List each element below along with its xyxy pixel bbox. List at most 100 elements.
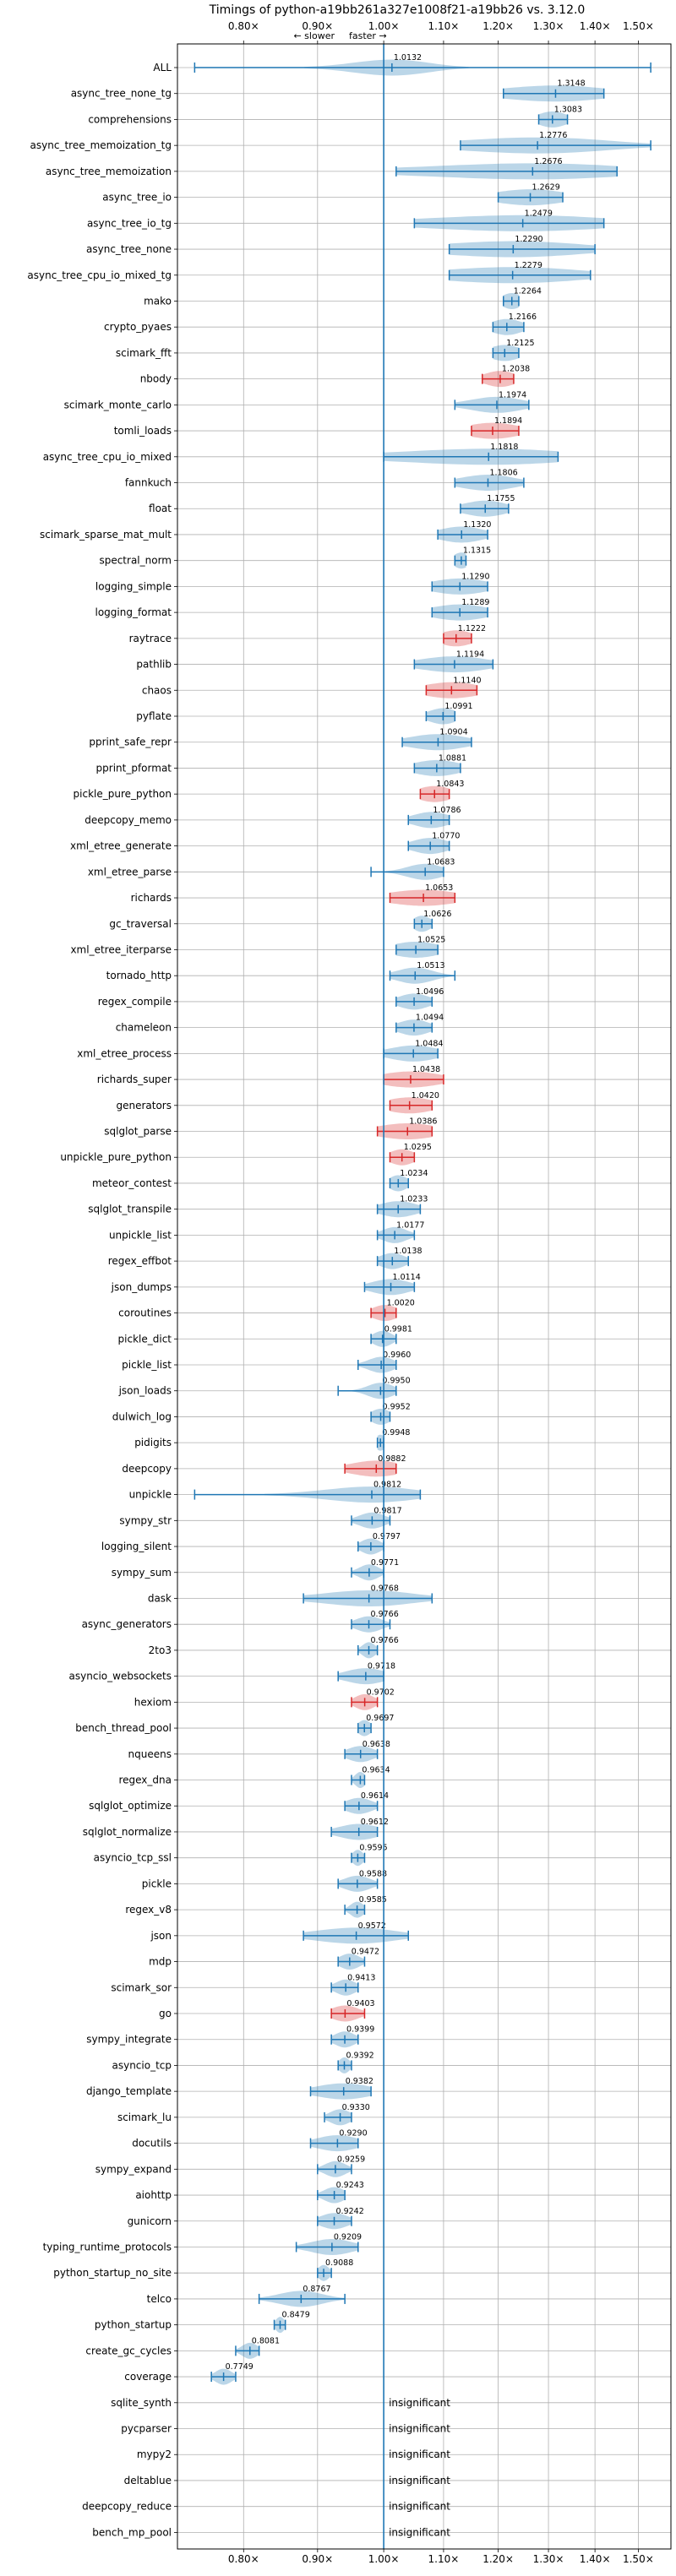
value-label: 1.0525 xyxy=(417,935,445,944)
benchmark-label: asyncio_tcp_ssl xyxy=(94,1852,172,1864)
value-label: 0.9766 xyxy=(371,1610,399,1619)
value-label: 1.1755 xyxy=(487,494,515,503)
value-label: 0.9702 xyxy=(367,1687,395,1697)
benchmark-label: xml_etree_generate xyxy=(70,840,172,852)
x-tick-label-bottom: 1.00× xyxy=(368,2553,400,2565)
benchmark-label: regex_dna xyxy=(118,1774,172,1786)
benchmark-label: asyncio_websockets xyxy=(69,1671,172,1682)
benchmark-label: create_gc_cycles xyxy=(85,2345,172,2356)
benchmark-label: xml_etree_iterparse xyxy=(70,943,172,955)
value-label: 1.1315 xyxy=(463,546,491,556)
benchmark-label: scimark_lu xyxy=(117,2111,172,2123)
x-tick-label-bottom: 1.20× xyxy=(482,2553,514,2565)
benchmark-label: pathlib xyxy=(136,659,172,671)
value-label: 1.1194 xyxy=(456,650,484,660)
benchmark-label: gunicorn xyxy=(128,2215,172,2227)
benchmark-label: logging_silent xyxy=(101,1541,172,1552)
value-label: 1.0234 xyxy=(400,1169,428,1178)
benchmark-label: sqlglot_parse xyxy=(104,1126,172,1138)
benchmark-label: docutils xyxy=(132,2138,172,2149)
value-label: 1.0496 xyxy=(416,987,444,997)
benchmark-label: tomli_loads xyxy=(114,425,172,437)
value-label: 0.9638 xyxy=(363,1740,390,1749)
value-label: 0.9472 xyxy=(352,1948,379,1957)
value-label: 0.9950 xyxy=(382,1377,410,1386)
value-label: 1.3148 xyxy=(557,79,585,89)
benchmark-label: richards_super xyxy=(97,1073,172,1085)
value-label: 1.2166 xyxy=(509,312,537,322)
benchmark-label: sqlglot_normalize xyxy=(83,1826,172,1838)
benchmark-label: 2to3 xyxy=(149,1644,172,1656)
benchmark-label: logging_format xyxy=(95,606,172,618)
benchmark-label: logging_simple xyxy=(95,580,172,592)
benchmark-label: json_loads xyxy=(118,1385,172,1397)
benchmark-label: telco xyxy=(147,2293,172,2305)
value-label: 1.1222 xyxy=(458,624,486,633)
x-tick-label-top: 0.80× xyxy=(228,20,259,32)
benchmark-label: json xyxy=(150,1930,172,1942)
value-label: 1.0683 xyxy=(427,857,455,867)
benchmark-label: chaos xyxy=(142,684,172,696)
value-label: 1.1894 xyxy=(494,416,522,426)
benchmark-label: deepcopy_memo xyxy=(84,814,172,826)
value-label: 0.9088 xyxy=(325,2258,353,2268)
x-tick-label-top: 0.90× xyxy=(302,20,333,32)
x-tick-label-top: 1.00× xyxy=(368,20,400,32)
value-label: 0.9413 xyxy=(347,1973,375,1982)
value-label: 0.9634 xyxy=(362,1766,390,1775)
benchmark-label: async_tree_cpu_io_mixed_tg xyxy=(27,269,172,281)
benchmark-label: ALL xyxy=(153,62,172,73)
value-label: 0.9771 xyxy=(371,1558,399,1568)
benchmark-label: mako xyxy=(144,295,172,307)
benchmark-label: chameleon xyxy=(116,1022,172,1034)
grid-layer: 0.80× 0.80× 0.90× 0.90× 1.00× 1.00× 1.10× 1.10×… xyxy=(174,20,671,2565)
value-label: 0.9382 xyxy=(346,2077,373,2086)
benchmark-label: async_tree_cpu_io_mixed xyxy=(43,451,172,463)
value-label: 0.9812 xyxy=(373,1481,401,1490)
benchmark-label: coroutines xyxy=(118,1307,172,1319)
x-tick-label-top: 1.40× xyxy=(580,20,611,32)
value-label: 0.9209 xyxy=(334,2232,362,2242)
benchmark-label: pidigits xyxy=(134,1437,172,1448)
benchmark-label: generators xyxy=(116,1100,172,1111)
benchmark-label: python_startup_no_site xyxy=(53,2267,172,2279)
benchmark-label: pickle_pure_python xyxy=(74,788,172,800)
value-label: 0.9242 xyxy=(336,2207,364,2216)
value-label: 1.1974 xyxy=(499,390,526,399)
value-label: 0.8081 xyxy=(252,2336,280,2345)
value-label: 0.7749 xyxy=(226,2362,254,2372)
benchmark-label: dask xyxy=(148,1592,172,1604)
benchmark-label: coverage xyxy=(124,2371,172,2383)
value-label: 1.0020 xyxy=(387,1299,415,1308)
value-label: 1.2479 xyxy=(525,209,553,218)
chart-title: Timings of python-a19bb261a327e1008f21-a… xyxy=(209,3,586,17)
plot-frame xyxy=(177,43,672,2550)
x-tick-label-bottom: 1.10× xyxy=(428,2553,460,2565)
value-label: 1.0438 xyxy=(412,1065,440,1074)
benchmark-label: async_tree_none_tg xyxy=(71,88,172,100)
benchmark-label: deepcopy_reduce xyxy=(82,2501,172,2513)
value-label: 1.2125 xyxy=(506,339,534,348)
benchmark-label: meteor_contest xyxy=(92,1177,172,1189)
value-label: 0.9952 xyxy=(383,1402,411,1411)
benchmark-labels: ALL async_tree_none_tg comprehensions async… xyxy=(27,62,172,2538)
benchmark-label: async_generators xyxy=(82,1618,172,1630)
violins-layer: 1.0132 1.3148 1.3083 1.2776 1.2676 1.2629 1.24… xyxy=(194,44,651,2549)
benchmark-label: pickle_list xyxy=(122,1359,172,1371)
value-label: 1.2038 xyxy=(502,365,530,374)
value-label: 0.9259 xyxy=(337,2155,365,2164)
value-label: 0.9797 xyxy=(373,1532,401,1541)
benchmark-label: python_startup xyxy=(95,2319,172,2331)
benchmark-label: deepcopy xyxy=(122,1463,172,1475)
value-label: 1.2290 xyxy=(515,235,542,244)
benchmark-label: richards xyxy=(131,892,172,904)
benchmark-label: gc_traversal xyxy=(109,918,172,930)
x-tick-label-bottom: 1.30× xyxy=(533,2553,564,2565)
value-label: 0.9290 xyxy=(339,2129,367,2139)
benchmark-label: pycparser xyxy=(121,2423,172,2435)
benchmark-label: bench_thread_pool xyxy=(75,1722,172,1734)
benchmark-label: unpickle_pure_python xyxy=(60,1151,172,1163)
value-label: 0.9403 xyxy=(346,1999,374,2008)
benchmark-label: regex_compile xyxy=(98,996,172,1008)
